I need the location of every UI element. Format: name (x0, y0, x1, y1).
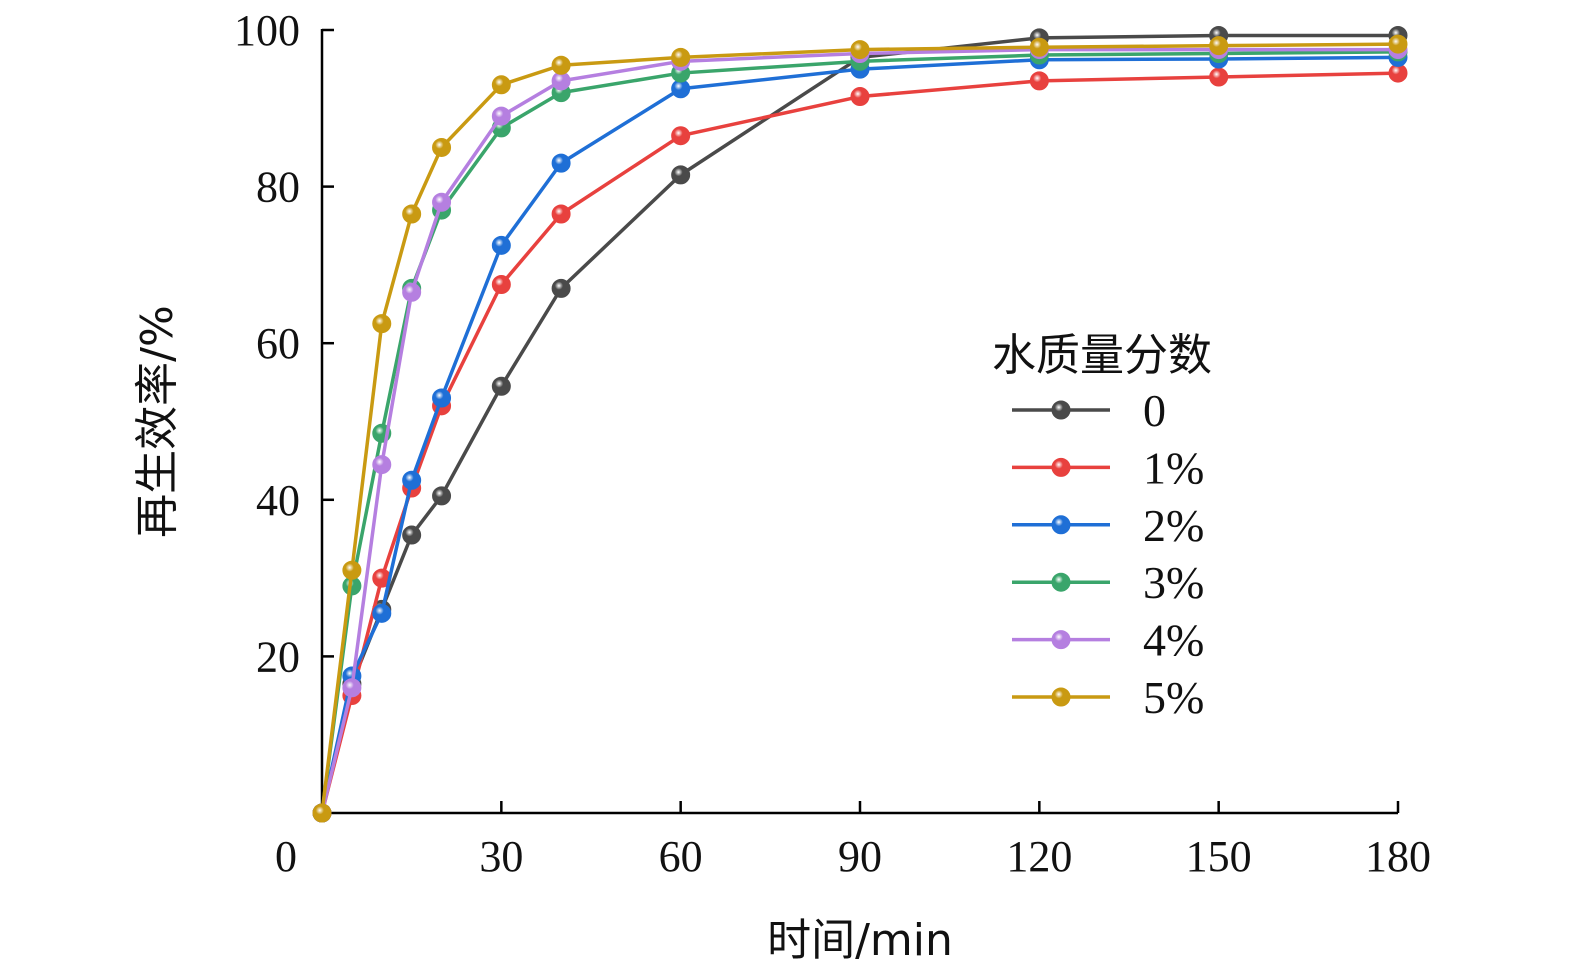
data-point (342, 560, 362, 580)
data-point (551, 204, 571, 224)
data-point (491, 376, 511, 396)
series-line (320, 42, 1399, 814)
data-point (850, 87, 870, 107)
x-tick-label: 30 (479, 832, 523, 881)
legend-title: 水质量分数 (992, 330, 1212, 381)
data-point (1029, 71, 1049, 91)
data-point (491, 274, 511, 294)
legend-label: 4% (1143, 615, 1204, 666)
data-point (402, 204, 422, 224)
legend-label: 5% (1143, 672, 1204, 723)
x-tick-label: 150 (1186, 832, 1252, 881)
data-point (491, 235, 511, 255)
legend-item: 4% (1012, 615, 1204, 666)
legend-label: 1% (1143, 442, 1204, 493)
series-line (320, 71, 1399, 814)
data-point (1209, 67, 1229, 87)
ticks: 0 30 60 90 120 150 180 20 40 60 80 100 (234, 6, 1431, 881)
series-line (320, 55, 1399, 814)
series-5 (312, 34, 1408, 823)
data-point (1029, 37, 1049, 57)
data-point (671, 165, 691, 185)
x-tick-label: 90 (838, 832, 882, 881)
data-point (671, 126, 691, 146)
data-point (312, 803, 332, 823)
series-line (320, 47, 1398, 814)
legend-label: 3% (1143, 557, 1204, 608)
data-point (491, 75, 511, 95)
y-tick-label: 20 (256, 632, 300, 681)
y-tick-label: 60 (256, 319, 300, 368)
y-tick-label: 100 (234, 6, 300, 55)
data-point (432, 137, 452, 157)
x-tick-label: 180 (1365, 832, 1431, 881)
y-axis-title: 再生效率/% (132, 305, 183, 538)
legend-swatch-marker (1051, 515, 1071, 535)
legend: 水质量分数 0 1% 2% 3% 4% 5% (992, 330, 1212, 723)
series-layer (312, 25, 1408, 823)
legend-label: 2% (1143, 500, 1204, 551)
data-point (432, 388, 452, 408)
data-point (1388, 34, 1408, 54)
legend-swatch-marker (1051, 457, 1071, 477)
data-point (402, 470, 422, 490)
legend-swatch-marker (1051, 687, 1071, 707)
data-point (372, 314, 392, 334)
data-point (342, 678, 362, 698)
data-point (402, 525, 422, 545)
legend-swatch-marker (1051, 630, 1071, 650)
data-point (850, 40, 870, 60)
data-point (551, 55, 571, 75)
legend-item: 5% (1012, 672, 1204, 723)
data-point (372, 455, 392, 475)
data-point (402, 282, 422, 302)
legend-label: 0 (1143, 385, 1166, 436)
data-point (551, 278, 571, 298)
y-tick-label: 80 (256, 163, 300, 212)
x-tick-label: 120 (1006, 832, 1072, 881)
legend-swatch-marker (1051, 572, 1071, 592)
series-1 (312, 63, 1408, 823)
data-point (372, 603, 392, 623)
legend-item: 1% (1012, 442, 1204, 493)
data-point (551, 153, 571, 173)
legend-swatch-marker (1051, 400, 1071, 420)
x-tick-label: 0 (275, 832, 297, 881)
legend-item: 2% (1012, 500, 1204, 551)
data-point (432, 486, 452, 506)
data-point (432, 192, 452, 212)
series-0 (312, 25, 1408, 823)
y-tick-label: 40 (256, 476, 300, 525)
series-line (320, 50, 1399, 814)
x-tick-label: 60 (659, 832, 703, 881)
series-2 (312, 47, 1408, 823)
data-point (491, 106, 511, 126)
x-axis-title: 时间/min (767, 915, 953, 966)
data-point (1209, 36, 1229, 56)
legend-item: 0 (1012, 385, 1166, 436)
legend-item: 3% (1012, 557, 1204, 608)
data-point (671, 47, 691, 67)
